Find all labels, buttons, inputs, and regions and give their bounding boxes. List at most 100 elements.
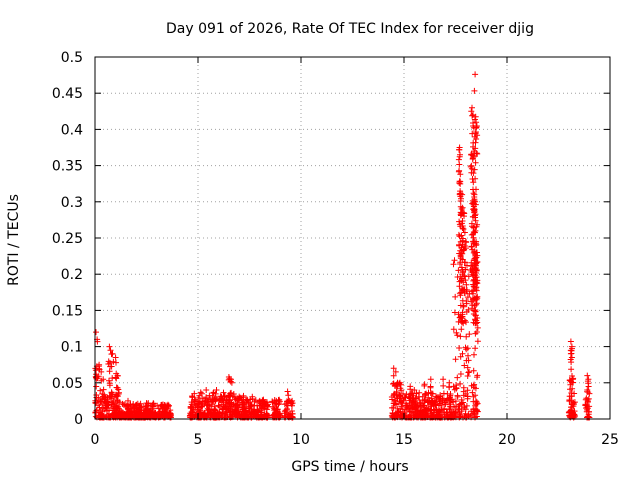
data-point — [585, 389, 592, 396]
data-point — [416, 397, 423, 403]
data-point — [567, 350, 574, 357]
y-tick-label: 0.15 — [52, 303, 83, 319]
data-point — [465, 352, 471, 359]
data-point — [474, 374, 480, 381]
data-point — [218, 393, 225, 400]
data-point — [470, 290, 476, 297]
data-point — [472, 159, 479, 166]
data-point — [447, 396, 454, 403]
data-point — [469, 112, 476, 119]
data-point — [473, 267, 480, 273]
data-point — [457, 380, 464, 387]
data-point — [472, 139, 479, 146]
data-point — [397, 399, 404, 405]
data-point — [166, 410, 173, 417]
data-point — [463, 333, 470, 340]
data-point — [392, 397, 399, 404]
data-point — [440, 376, 447, 383]
data-point — [93, 374, 99, 381]
data-point — [113, 359, 119, 366]
data-point — [227, 378, 234, 385]
data-point — [584, 378, 591, 385]
data-point — [472, 274, 479, 281]
x-tick-label: 25 — [601, 432, 619, 448]
data-point — [427, 390, 434, 396]
data-point — [422, 409, 429, 416]
data-point — [390, 372, 397, 379]
data-point — [263, 406, 270, 413]
data-point — [247, 403, 254, 410]
data-point — [474, 150, 481, 157]
data-point — [190, 411, 196, 418]
data-point — [469, 389, 476, 396]
data-point — [411, 398, 418, 405]
data-points — [92, 71, 593, 421]
data-point — [471, 87, 478, 94]
data-point — [119, 409, 126, 416]
data-point — [584, 399, 591, 406]
data-point — [474, 252, 481, 259]
data-point — [188, 399, 195, 406]
data-point — [189, 393, 196, 400]
data-point — [394, 405, 401, 412]
data-point — [107, 359, 113, 366]
data-point — [421, 412, 428, 419]
data-point — [568, 347, 575, 354]
data-point — [119, 400, 126, 407]
data-point — [455, 267, 462, 274]
data-point — [568, 397, 574, 404]
data-point — [167, 410, 174, 417]
data-point — [456, 345, 463, 351]
data-point — [100, 386, 107, 393]
data-point — [111, 409, 118, 416]
data-point — [466, 368, 473, 375]
data-point — [465, 369, 472, 376]
data-point — [472, 286, 479, 292]
data-point — [264, 399, 270, 406]
data-point — [469, 155, 476, 162]
data-point — [473, 119, 480, 126]
data-point — [472, 175, 479, 182]
data-point — [473, 260, 479, 267]
data-point — [209, 392, 216, 399]
data-point — [107, 347, 114, 354]
data-point — [453, 329, 460, 336]
data-point — [471, 351, 477, 358]
data-point — [161, 404, 168, 411]
data-point — [472, 71, 479, 78]
data-point — [568, 366, 575, 373]
x-tick-label: 15 — [395, 432, 413, 448]
x-axis-label: GPS time / hours — [291, 459, 408, 475]
y-axis-label: ROTI / TECUs — [6, 194, 22, 286]
data-point — [282, 407, 289, 414]
data-point — [473, 136, 480, 142]
data-point — [198, 390, 205, 397]
data-point — [97, 387, 104, 394]
data-point — [466, 331, 473, 338]
data-point — [433, 394, 440, 401]
data-point — [202, 398, 209, 405]
data-point — [95, 363, 102, 370]
data-point — [468, 220, 475, 227]
data-point — [471, 207, 478, 214]
data-point — [420, 402, 427, 409]
plot-frame — [94, 56, 611, 420]
data-point — [446, 384, 453, 391]
data-point — [112, 354, 119, 361]
data-point — [459, 223, 466, 229]
data-point — [114, 405, 121, 412]
data-point — [397, 392, 403, 399]
data-point — [464, 373, 471, 379]
data-point — [228, 379, 235, 386]
data-point — [474, 400, 481, 407]
data-point — [106, 380, 113, 387]
data-point — [116, 389, 122, 396]
data-point — [150, 400, 157, 407]
data-point — [234, 400, 241, 407]
data-point — [407, 395, 414, 402]
data-point — [427, 384, 434, 391]
data-point — [249, 395, 256, 402]
data-point — [461, 229, 468, 236]
data-point — [457, 353, 464, 360]
data-point — [133, 401, 140, 408]
